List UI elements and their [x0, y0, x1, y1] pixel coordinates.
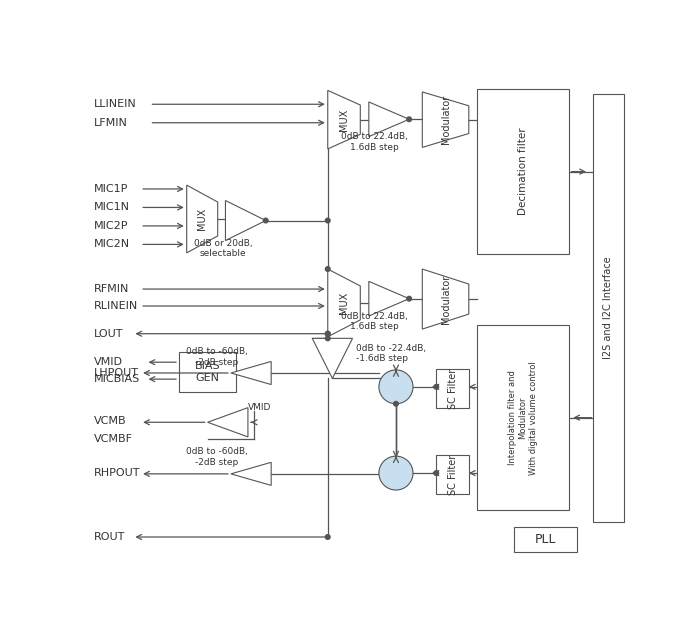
Polygon shape [231, 462, 271, 486]
Circle shape [326, 336, 330, 341]
Text: SC Filter: SC Filter [447, 368, 458, 409]
Polygon shape [187, 185, 218, 253]
Text: Modulator: Modulator [440, 274, 451, 324]
Bar [514, 527, 577, 552]
Text: 0dB to -60dB,
-2dB step: 0dB to -60dB, -2dB step [186, 347, 248, 366]
Circle shape [326, 331, 330, 336]
Text: MICBIAS: MICBIAS [94, 374, 140, 384]
Circle shape [407, 117, 412, 122]
Text: MIC1P: MIC1P [94, 184, 128, 194]
Circle shape [434, 471, 439, 476]
Circle shape [326, 218, 330, 223]
Bar [477, 89, 569, 254]
Circle shape [326, 535, 330, 539]
Circle shape [407, 296, 412, 301]
Polygon shape [312, 338, 353, 378]
Bar [179, 352, 237, 392]
Circle shape [379, 370, 413, 404]
Polygon shape [369, 102, 409, 137]
Polygon shape [225, 201, 266, 241]
Text: 0dB to -60dB,
-2dB step: 0dB to -60dB, -2dB step [186, 448, 248, 467]
Text: LLINEIN: LLINEIN [94, 99, 136, 109]
Text: ROUT: ROUT [94, 532, 125, 542]
Text: RLINEIN: RLINEIN [94, 301, 138, 311]
Bar [436, 369, 469, 408]
Text: MIC2P: MIC2P [94, 221, 128, 231]
Text: VMID: VMID [94, 357, 122, 367]
Polygon shape [328, 91, 360, 149]
Bar [593, 94, 624, 522]
Text: VCMB: VCMB [94, 416, 126, 426]
Polygon shape [422, 269, 469, 329]
Text: 0dB to -22.4dB,
-1.6dB step: 0dB to -22.4dB, -1.6dB step [356, 344, 426, 364]
Polygon shape [422, 92, 469, 148]
Polygon shape [231, 361, 271, 384]
Circle shape [326, 267, 330, 271]
Text: BIAS
GEN: BIAS GEN [195, 361, 220, 383]
Text: RFMIN: RFMIN [94, 284, 129, 294]
Bar [477, 325, 569, 510]
Text: LHPOUT: LHPOUT [94, 368, 139, 378]
Text: 0dB or 20dB,
selectable: 0dB or 20dB, selectable [194, 239, 253, 258]
Text: Interpolation filter and
Modulator
With digital volume control: Interpolation filter and Modulator With … [508, 361, 538, 474]
Circle shape [379, 456, 413, 490]
Text: Modulator: Modulator [440, 95, 451, 144]
Text: LOUT: LOUT [94, 329, 123, 339]
Circle shape [326, 331, 330, 336]
Text: MUX: MUX [339, 292, 349, 314]
Circle shape [434, 384, 439, 389]
Polygon shape [208, 408, 248, 437]
Text: MIC2N: MIC2N [94, 239, 130, 249]
Text: PLL: PLL [535, 532, 556, 546]
Text: VMID: VMID [248, 403, 272, 412]
Text: Decimation filter: Decimation filter [518, 128, 528, 216]
Text: RHPOUT: RHPOUT [94, 468, 140, 478]
Text: SC Filter: SC Filter [447, 454, 458, 495]
Circle shape [393, 401, 398, 406]
Text: 0dB to 22.4dB,
1.6dB step: 0dB to 22.4dB, 1.6dB step [341, 132, 407, 152]
Polygon shape [328, 269, 360, 337]
Text: VCMBF: VCMBF [94, 434, 133, 444]
Bar [436, 456, 469, 494]
Text: MUX: MUX [197, 208, 207, 230]
Text: MIC1N: MIC1N [94, 202, 130, 212]
Text: MUX: MUX [339, 109, 349, 131]
Text: 0dB to 22.4dB,
1.6dB step: 0dB to 22.4dB, 1.6dB step [341, 312, 407, 331]
Circle shape [263, 218, 268, 223]
Text: I2S and I2C Interface: I2S and I2C Interface [603, 257, 613, 359]
Polygon shape [369, 281, 409, 316]
Text: LFMIN: LFMIN [94, 118, 127, 127]
